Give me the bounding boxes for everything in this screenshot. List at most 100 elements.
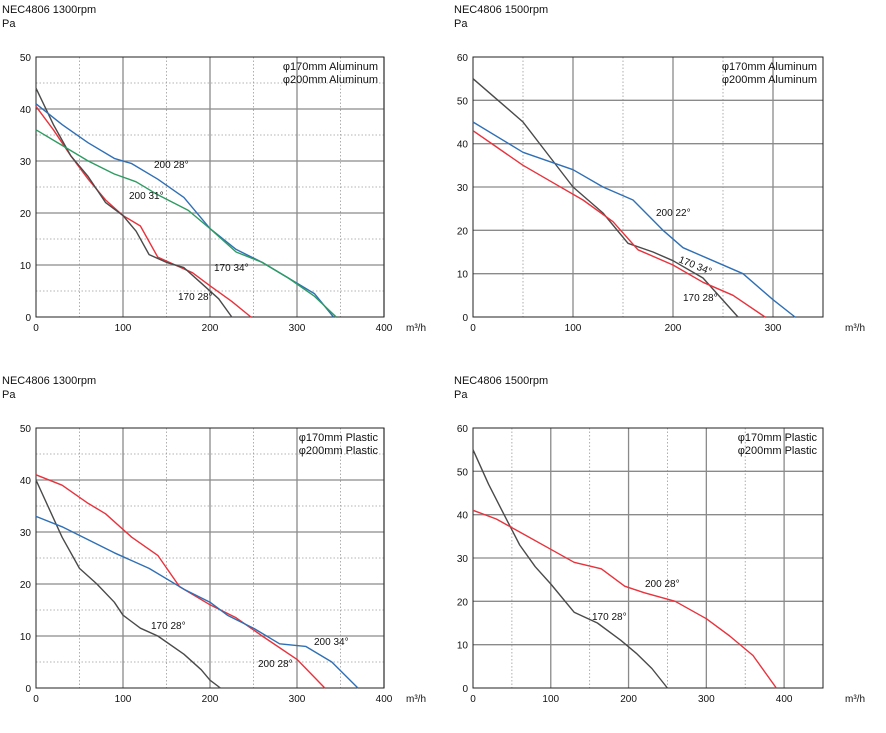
y-tick-label: 50 xyxy=(20,53,32,64)
y-tick-label: 10 xyxy=(20,632,32,643)
y-tick-label: 40 xyxy=(20,105,32,116)
series-line-200-31- xyxy=(35,129,337,318)
series-annotation: 170 34° xyxy=(677,255,713,278)
y-tick-label: 50 xyxy=(20,424,32,435)
plot-frame xyxy=(472,427,824,689)
x-tick-label: 0 xyxy=(33,694,39,705)
series-line-170-34- xyxy=(472,130,766,318)
series-line-200-28- xyxy=(472,509,777,689)
legend-entry: φ170mm Plastic xyxy=(737,432,817,444)
y-tick-label: 40 xyxy=(20,476,32,487)
series-annotation: 200 28° xyxy=(258,659,293,670)
x-tick-label: 300 xyxy=(765,323,782,334)
y-tick-label: 50 xyxy=(457,96,469,107)
chart-title: NEC4806 1300rpm xyxy=(2,375,97,387)
y-axis-label: Pa xyxy=(454,18,468,30)
legend: φ170mm Aluminum φ200mm Aluminum xyxy=(722,61,817,87)
y-tick-label: 20 xyxy=(457,226,469,237)
legend-entry: φ200mm Plastic xyxy=(737,445,817,457)
y-tick-label: 30 xyxy=(20,157,32,168)
x-tick-label: 400 xyxy=(376,694,393,705)
y-tick-label: 20 xyxy=(20,209,32,220)
y-axis-label: Pa xyxy=(454,389,468,401)
y-tick-label: 0 xyxy=(462,684,468,695)
chart-title: NEC4806 1300rpm xyxy=(2,4,97,16)
legend-entry: φ200mm Aluminum xyxy=(282,74,378,86)
legend-entry: φ170mm Aluminum xyxy=(721,61,817,73)
x-tick-label: 100 xyxy=(115,323,132,334)
y-tick-label: 0 xyxy=(25,313,31,324)
y-axis-label: Pa xyxy=(2,18,16,30)
x-tick-label: 300 xyxy=(289,323,306,334)
series-annotation: 170 34° xyxy=(214,263,249,274)
chart-title: NEC4806 1500rpm xyxy=(454,375,549,387)
series-annotation: 170 28° xyxy=(592,612,627,623)
legend: φ170mm Plastic φ200mm Plastic xyxy=(299,432,378,458)
series-line-170-28- xyxy=(472,78,739,318)
x-tick-label: 0 xyxy=(33,323,39,334)
series-annotation: 200 22° xyxy=(656,208,691,219)
y-tick-label: 50 xyxy=(457,467,469,478)
series-annotation: 200 28° xyxy=(645,579,680,590)
y-tick-label: 60 xyxy=(457,424,469,435)
series-line-170-34- xyxy=(35,87,233,318)
y-tick-label: 40 xyxy=(457,140,469,151)
x-tick-label: 300 xyxy=(289,694,306,705)
legend-entry: φ200mm Plastic xyxy=(298,445,378,457)
y-axis-label: Pa xyxy=(2,389,16,401)
legend-entry: φ170mm Plastic xyxy=(298,432,378,444)
series-line-170-28- xyxy=(35,105,252,318)
y-tick-label: 0 xyxy=(25,684,31,695)
y-tick-label: 10 xyxy=(457,270,469,281)
x-tick-label: 0 xyxy=(470,323,476,334)
x-tick-label: 0 xyxy=(470,694,476,705)
series-line-170-28- xyxy=(35,479,221,689)
x-tick-label: 200 xyxy=(202,694,219,705)
series-annotation: 170 28° xyxy=(683,293,718,304)
series-annotation: 170 28° xyxy=(151,621,186,632)
y-tick-label: 10 xyxy=(457,641,469,652)
x-tick-label: 200 xyxy=(665,323,682,334)
y-tick-label: 30 xyxy=(457,554,469,565)
x-tick-label: 400 xyxy=(376,323,393,334)
series-annotation: 200 31° xyxy=(129,191,164,202)
y-tick-label: 20 xyxy=(20,580,32,591)
y-tick-label: 30 xyxy=(20,528,32,539)
series-line-200-28- xyxy=(35,474,326,689)
x-tick-label: 200 xyxy=(202,323,219,334)
legend-entry: φ170mm Aluminum xyxy=(282,61,378,73)
series-line-200-28- xyxy=(35,103,335,318)
plot-frame xyxy=(35,427,385,689)
series-annotation: 170 28° xyxy=(178,292,213,303)
y-tick-label: 10 xyxy=(20,261,32,272)
legend: φ170mm Aluminum φ200mm Aluminum xyxy=(283,61,378,87)
x-axis-unit: m³/h xyxy=(845,323,865,334)
chart-title: NEC4806 1500rpm xyxy=(454,4,549,16)
y-tick-label: 60 xyxy=(457,53,469,64)
series-line-200-34- xyxy=(35,515,359,689)
legend: φ170mm Plastic φ200mm Plastic xyxy=(738,432,817,458)
y-tick-label: 0 xyxy=(462,313,468,324)
x-tick-label: 300 xyxy=(698,694,715,705)
x-axis-unit: m³/h xyxy=(406,323,426,334)
x-axis-unit: m³/h xyxy=(845,694,865,705)
y-tick-label: 20 xyxy=(457,597,469,608)
series-annotation: 200 28° xyxy=(154,160,189,171)
series-line-200-22- xyxy=(472,121,796,318)
x-tick-label: 100 xyxy=(115,694,132,705)
series-line-170-28- xyxy=(472,449,668,689)
plot-frame xyxy=(35,56,385,318)
x-tick-label: 100 xyxy=(542,694,559,705)
plot-frame xyxy=(472,56,824,318)
y-tick-label: 40 xyxy=(457,511,469,522)
x-tick-label: 100 xyxy=(565,323,582,334)
legend-entry: φ200mm Aluminum xyxy=(721,74,817,86)
y-tick-label: 30 xyxy=(457,183,469,194)
x-tick-label: 200 xyxy=(620,694,637,705)
x-axis-unit: m³/h xyxy=(406,694,426,705)
x-tick-label: 400 xyxy=(776,694,793,705)
